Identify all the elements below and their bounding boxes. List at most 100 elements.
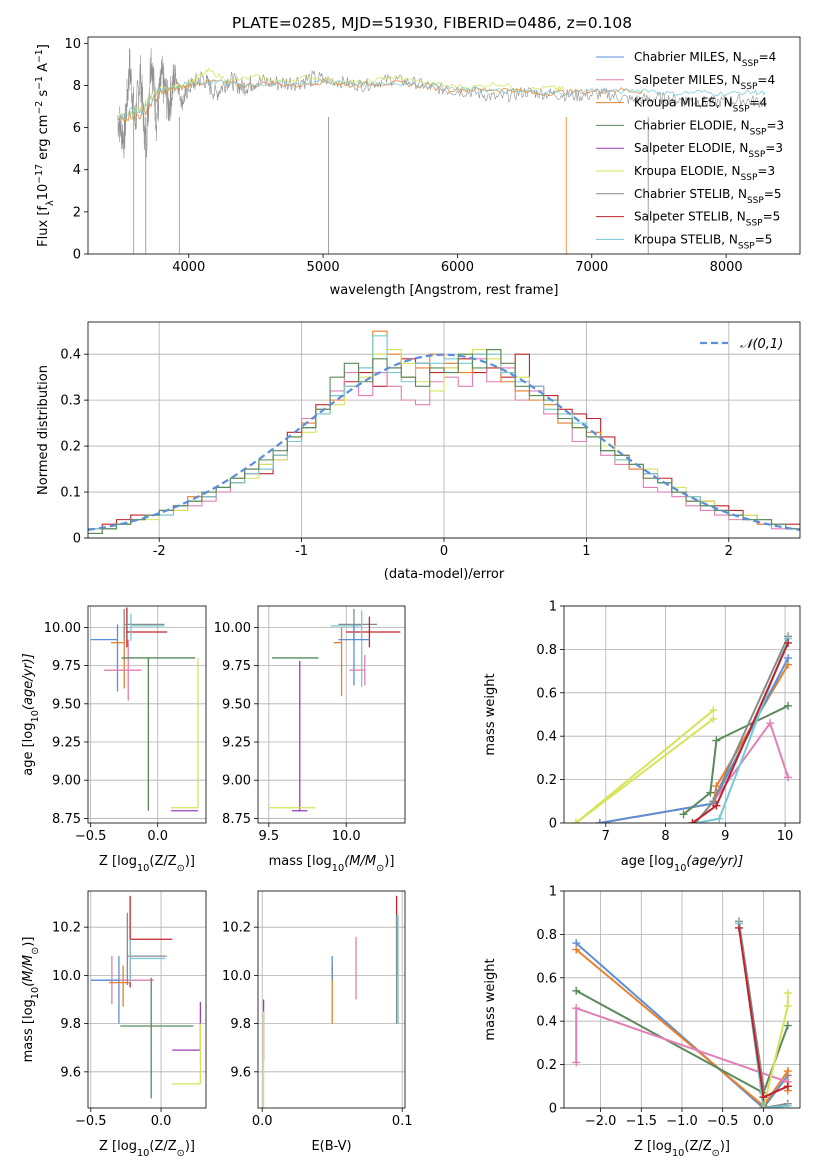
y-tick-label: 9.25 [52, 736, 81, 751]
y-tick-label: 1 [549, 600, 557, 615]
y-axis-label: Flux [fλ10−17 erg cm−2 s−1 A−1] [34, 44, 56, 247]
legend-entry: 𝒩(0,1) [740, 337, 783, 352]
x-tick-label: −0.5 [75, 829, 107, 844]
legend-entry: Chabrier MILES, NSSP=4 [634, 50, 776, 69]
weight-marker [766, 719, 775, 728]
x-tick-label: −0.5 [707, 1114, 739, 1129]
y-tick-label: 6 [73, 121, 81, 136]
chart-title: PLATE=0285, MJD=51930, FIBERID=0486, z=0… [232, 14, 632, 32]
x-tick-label: 0.0 [147, 829, 168, 844]
weight_vs_Z-axes: −2.0 −1.5 −1.0 −0.5 0.0 0 0.2 0.4 0.6 0.8 1 [536, 885, 800, 1129]
legend-entry: Kroupa ELODIE, NSSP=3 [634, 164, 775, 183]
x-tick-label: 10.0 [332, 829, 361, 844]
y-tick-label: 4 [73, 163, 81, 178]
weight-marker [572, 1058, 581, 1067]
y-tick-label: 9.75 [52, 659, 81, 674]
weight-marker [783, 1101, 792, 1108]
weight-marker [759, 1104, 768, 1108]
mass_vs_ebv-axes: 0.0 0.1 9.6 9.8 10.0 10.2 [222, 891, 413, 1129]
mass_vs_Z-frame [87, 890, 207, 1109]
x-tick-label: −2.0 [585, 1114, 617, 1129]
weight-series-chabrier_stelib [694, 635, 790, 823]
weight-series-kroupa_elodie [575, 709, 715, 823]
weight-marker [679, 810, 688, 819]
mass_vs_ebv-errorbars [262, 895, 399, 1108]
weight-marker [712, 736, 721, 745]
weight-marker [709, 706, 718, 715]
y-axis-label: age [log10(age/yr)] [21, 653, 41, 776]
legend-entry: Salpeter ELODIE, NSSP=3 [634, 141, 783, 160]
x-tick-label: 5000 [307, 260, 340, 275]
x-tick-label: 0.1 [392, 1114, 413, 1129]
age_vs_mass-errorbars [268, 609, 401, 812]
y-tick-label: 0 [73, 248, 81, 263]
y-tick-label: 0 [73, 532, 81, 547]
weight-marker [784, 654, 793, 663]
x-axis-label: age [log10(age/yr)] [621, 854, 744, 874]
x-tick-label: 10 [777, 829, 794, 844]
y-tick-label: 8.75 [52, 812, 81, 827]
legend: 𝒩(0,1) [700, 337, 783, 352]
weight-marker [783, 988, 792, 997]
mass_vs_Z-errorbars [90, 895, 202, 1099]
age_vs_Z-axes: −0.5 0.0 8.75 9.00 9.25 9.50 9.75 10.00 [44, 606, 206, 844]
x-axis-label: (data-model)/error [384, 567, 505, 582]
x-tick-label: 8 [661, 829, 669, 844]
mass_vs_ebv-frame [257, 890, 406, 1109]
x-tick-label: -1 [295, 544, 308, 559]
y-tick-label: 9.50 [52, 697, 81, 712]
x-tick-label: 6000 [441, 260, 474, 275]
y-tick-label: 10.00 [214, 621, 251, 636]
y-tick-label: 0.2 [536, 773, 557, 788]
legend: Chabrier MILES, NSSP=4 Salpeter MILES, NS… [596, 50, 784, 251]
weight-marker [709, 714, 718, 723]
y-tick-label: 0.8 [536, 928, 557, 943]
x-axis-label: E(B-V) [311, 1139, 351, 1154]
x-tick-label: 0 [440, 544, 448, 559]
legend-entry: Salpeter MILES, NSSP=4 [634, 73, 775, 92]
y-tick-label: 9.00 [222, 774, 251, 789]
y-tick-label: 10.0 [222, 969, 251, 984]
weight-marker [572, 986, 581, 995]
y-tick-label: 8.75 [222, 812, 251, 827]
age_vs_Z-frame [87, 605, 207, 824]
y-tick-label: 0 [549, 817, 557, 832]
weight-series-chabrier_miles [599, 657, 789, 823]
weight-marker [783, 1067, 792, 1076]
y-tick-label: 0.8 [536, 643, 557, 658]
age_vs_Z-errorbars [90, 607, 199, 812]
x-tick-label: 7 [602, 829, 610, 844]
y-tick-label: 0.4 [60, 348, 81, 363]
weight-marker [709, 797, 718, 806]
weight_vs_age-frame [563, 605, 801, 824]
y-tick-label: 9.50 [222, 697, 251, 712]
weight-marker [783, 1082, 792, 1091]
normal-curve [88, 353, 800, 531]
x-tick-label: −1.5 [626, 1114, 658, 1129]
y-tick-label: 9.6 [230, 1065, 251, 1080]
y-tick-label: 9.6 [60, 1065, 81, 1080]
y-tick-label: 0.1 [60, 486, 81, 501]
y-tick-label: 9.8 [230, 1017, 251, 1032]
weight_vs_age-lines [571, 632, 793, 823]
y-tick-label: 0 [549, 1102, 557, 1117]
weight-marker [572, 945, 581, 954]
x-axis-label: Z [log10(Z/Z⊙)] [99, 1139, 195, 1159]
x-axis-label: Z [log10(Z/Z⊙)] [634, 1139, 730, 1159]
spectrum-lines [117, 47, 766, 254]
x-axis-label: Z [log10(Z/Z⊙)] [99, 854, 195, 874]
weight-marker [784, 638, 793, 647]
y-tick-label: 9.25 [222, 736, 251, 751]
x-tick-label: 9 [721, 829, 729, 844]
spectrum-series-kroupa_stelib [117, 78, 766, 122]
weight-marker [712, 782, 721, 791]
y-tick-label: 8 [73, 79, 81, 94]
y-tick-label: 0.4 [536, 1015, 557, 1030]
legend-entry: Kroupa MILES, NSSP=4 [634, 96, 767, 115]
weight-marker [706, 788, 715, 797]
y-tick-label: 1 [549, 885, 557, 900]
y-tick-label: 9.75 [222, 659, 251, 674]
spectrum-series-kroupa_miles [117, 78, 644, 123]
x-tick-label: 1 [582, 544, 590, 559]
